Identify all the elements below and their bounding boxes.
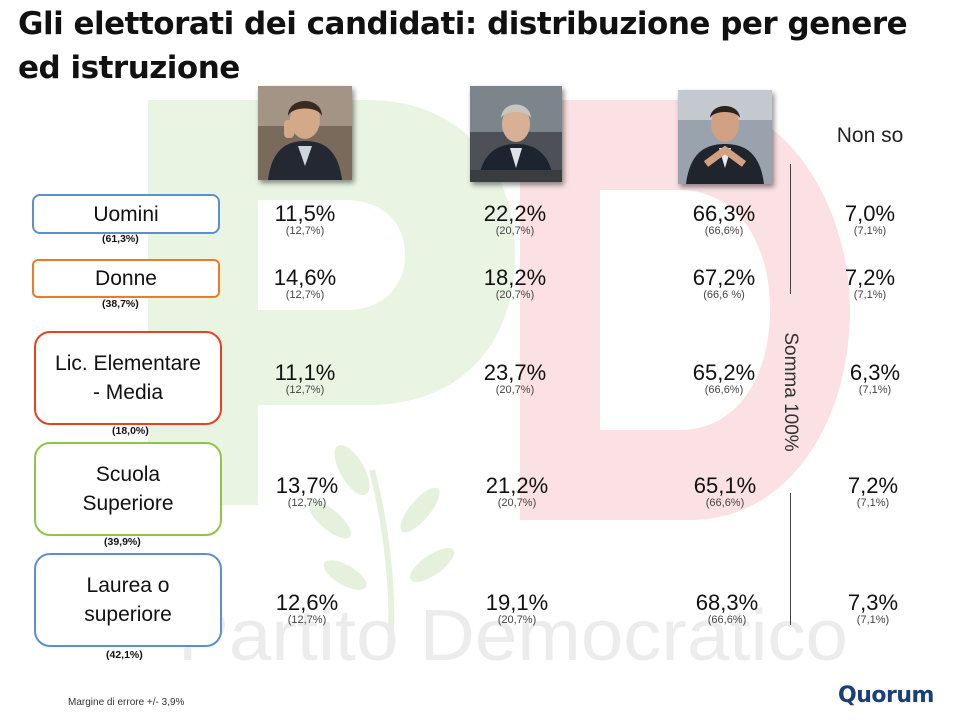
cell-reference: (66,6%) — [707, 614, 747, 626]
cell-value: 7,2% — [844, 265, 896, 290]
cell-uomini-candidate-2: 22,2% (20,7%) — [445, 202, 585, 237]
cell-value: 22,2% — [483, 201, 547, 226]
cell-reference: (7,1%) — [856, 614, 890, 626]
row-share-donne: (38,7%) — [102, 298, 139, 310]
cell-value: 19,1% — [485, 590, 549, 615]
cell-reference: (20,7%) — [497, 497, 537, 509]
cell-reference: (7,1%) — [853, 289, 887, 301]
cell-value: 11,1% — [274, 360, 336, 385]
cell-reference: (66,6%) — [705, 497, 745, 509]
divider-line-bottom — [790, 493, 791, 625]
quorum-logo: Quorum — [838, 683, 934, 708]
person-portrait-icon — [470, 86, 562, 182]
cell-lic-elementare-candidate-3: 65,2% (66,6%) — [654, 361, 794, 396]
cell-value: 11,5% — [274, 201, 336, 226]
row-share-laurea: (42,1%) — [106, 649, 143, 661]
cell-reference: (7,1%) — [858, 384, 892, 396]
cell-lic-elementare-non-so: 6,3% (7,1%) — [805, 361, 945, 396]
row-label-scuola-superiore: Scuola Superiore — [34, 442, 222, 536]
cell-lic-elementare-candidate-1: 11,1% (12,7%) — [235, 361, 375, 396]
candidate-photo-3 — [678, 90, 772, 184]
cell-laurea-non-so: 7,3% (7,1%) — [803, 591, 943, 626]
cell-uomini-non-so: 7,0% (7,1%) — [800, 202, 940, 237]
cell-laurea-candidate-1: 12,6% (12,7%) — [237, 591, 377, 626]
cell-reference: (66,6%) — [704, 384, 744, 396]
cell-value: 6,3% — [849, 360, 901, 385]
cell-reference: (66,6 %) — [703, 289, 745, 301]
cell-value: 7,3% — [847, 590, 899, 615]
row-label-text: Uomini — [93, 202, 159, 226]
cell-lic-elementare-candidate-2: 23,7% (20,7%) — [445, 361, 585, 396]
page-title: Gli elettorati dei candidati: distribuzi… — [18, 6, 908, 86]
cell-value: 21,2% — [485, 473, 549, 498]
cell-laurea-candidate-2: 19,1% (20,7%) — [447, 591, 587, 626]
cell-value: 68,3% — [695, 590, 759, 615]
cell-value: 23,7% — [483, 360, 547, 385]
row-share-uomini: (61,3%) — [102, 233, 139, 245]
row-label-text: superiore — [84, 603, 172, 626]
cell-reference: (20,7%) — [495, 289, 535, 301]
cell-reference: (20,7%) — [497, 614, 537, 626]
cell-value: 66,3% — [692, 201, 756, 226]
row-label-text: - Media — [92, 381, 164, 404]
cell-reference: (12,7%) — [287, 614, 327, 626]
row-share-lic-elementare: (18,0%) — [112, 425, 149, 437]
person-portrait-icon — [678, 90, 772, 184]
row-label-text: Superiore — [82, 492, 174, 515]
cell-reference: (12,7%) — [285, 384, 325, 396]
row-label-text: Scuola — [95, 463, 161, 486]
cell-scuola-superiore-candidate-3: 65,1% (66,6%) — [655, 474, 795, 509]
cell-scuola-superiore-non-so: 7,2% (7,1%) — [803, 474, 943, 509]
cell-donne-candidate-1: 14,6% (12,7%) — [235, 266, 375, 301]
row-label-lic-elementare: Lic. Elementare - Media — [34, 331, 222, 425]
margin-of-error-note: Margine di errore +/- 3,9% — [68, 697, 185, 708]
cell-value: 12,6% — [275, 590, 339, 615]
cell-reference: (12,7%) — [285, 289, 325, 301]
row-label-text: Donne — [95, 267, 157, 290]
cell-reference: (20,7%) — [495, 384, 535, 396]
cell-value: 7,2% — [847, 473, 899, 498]
somma-note: Somma 100% — [780, 332, 801, 452]
cell-value: 14,6% — [273, 265, 337, 290]
cell-value: 67,2% — [692, 265, 756, 290]
row-label-donne: Donne — [32, 259, 220, 298]
cell-value: 13,7% — [275, 473, 339, 498]
row-label-text: Laurea o — [86, 574, 170, 597]
cell-scuola-superiore-candidate-1: 13,7% (12,7%) — [237, 474, 377, 509]
cell-reference: (12,7%) — [287, 497, 327, 509]
row-label-text: Lic. Elementare — [55, 352, 201, 375]
cell-laurea-candidate-3: 68,3% (66,6%) — [657, 591, 797, 626]
cell-uomini-candidate-1: 11,5% (12,7%) — [235, 202, 375, 237]
cell-value: 65,1% — [693, 473, 757, 498]
cell-donne-non-so: 7,2% (7,1%) — [800, 266, 940, 301]
cell-reference: (7,1%) — [853, 225, 887, 237]
cell-scuola-superiore-candidate-2: 21,2% (20,7%) — [447, 474, 587, 509]
person-portrait-icon — [258, 86, 352, 180]
cell-reference: (66,6%) — [704, 225, 744, 237]
cell-value: 7,0% — [844, 201, 896, 226]
row-label-laurea: Laurea o superiore — [34, 553, 222, 647]
row-share-scuola-superiore: (39,9%) — [104, 536, 141, 548]
cell-reference: (12,7%) — [285, 225, 325, 237]
divider-line-top — [790, 164, 791, 294]
cell-donne-candidate-2: 18,2% (20,7%) — [445, 266, 585, 301]
cell-value: 18,2% — [483, 265, 547, 290]
row-label-uomini: Uomini — [32, 194, 220, 234]
cell-reference: (7,1%) — [856, 497, 890, 509]
cell-value: 65,2% — [692, 360, 756, 385]
candidate-photo-2 — [470, 86, 562, 182]
cell-uomini-candidate-3: 66,3% (66,6%) — [654, 202, 794, 237]
non-so-header: Non so — [836, 124, 904, 147]
cell-donne-candidate-3: 67,2% (66,6 %) — [654, 266, 794, 301]
candidate-photo-1 — [258, 86, 352, 180]
cell-reference: (20,7%) — [495, 225, 535, 237]
